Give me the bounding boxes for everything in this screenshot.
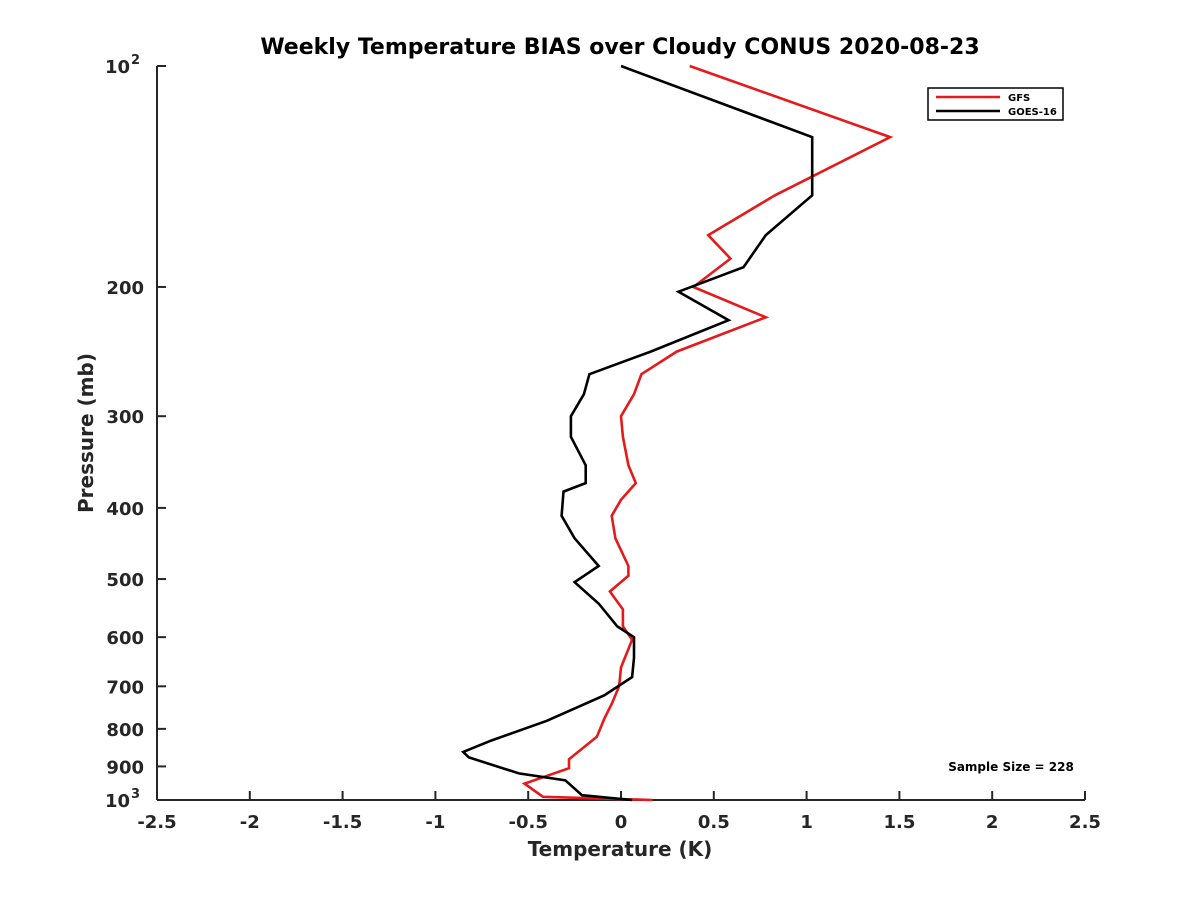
- x-axis-label: Temperature (K): [528, 837, 713, 861]
- x-tick-label: 0.5: [698, 812, 730, 833]
- x-tick-label: -2.5: [137, 812, 176, 833]
- legend-box: [927, 87, 1064, 121]
- y-tick-label-base: 10: [105, 57, 130, 78]
- chart-title: Weekly Temperature BIAS over Cloudy CONU…: [260, 35, 979, 60]
- sample-size-annotation: Sample Size = 228: [948, 760, 1074, 774]
- x-tick-label: 1: [800, 812, 813, 833]
- x-tick-label: -0.5: [509, 812, 548, 833]
- y-tick-label: 900: [106, 757, 144, 778]
- x-tick-label: -1.5: [323, 812, 362, 833]
- x-tick-label: 2.5: [1069, 812, 1101, 833]
- axes: -2.5 -2 -1.5 -1 -0.5 0 0.5 1 1.5 2 2.510 2200300400…: [105, 53, 1101, 833]
- y-tick-label: 500: [106, 570, 144, 591]
- x-tick-label: 1.5: [883, 812, 915, 833]
- x-tick-label: 2: [986, 812, 999, 833]
- x-tick-label: -1: [425, 812, 445, 833]
- series-line-gfs: [521, 64, 894, 802]
- y-tick-label: 200: [106, 278, 144, 299]
- series-line-goes-16: [460, 64, 814, 802]
- y-tick-label-exponent: 3: [131, 787, 140, 802]
- legend: GFS GOES-16: [927, 87, 1064, 121]
- y-axis-label: Pressure (mb): [74, 353, 98, 513]
- x-tick-label: 0: [615, 812, 628, 833]
- y-tick-label: 400: [106, 499, 144, 520]
- series-lines: [460, 64, 894, 802]
- legend-label-gfs: GFS: [1008, 93, 1030, 104]
- y-tick-label-base: 10: [105, 791, 130, 812]
- x-tick-label: -2: [240, 812, 260, 833]
- y-tick-label: 10 2: [105, 53, 140, 78]
- y-tick-label-exponent: 2: [131, 53, 140, 68]
- y-tick-label: 700: [106, 677, 144, 698]
- y-tick-label: 300: [106, 407, 144, 428]
- legend-label-goes-16: GOES-16: [1008, 107, 1057, 118]
- y-tick-label: 600: [106, 628, 144, 649]
- y-tick-label: 800: [106, 720, 144, 741]
- y-tick-label: 10 3: [105, 787, 140, 812]
